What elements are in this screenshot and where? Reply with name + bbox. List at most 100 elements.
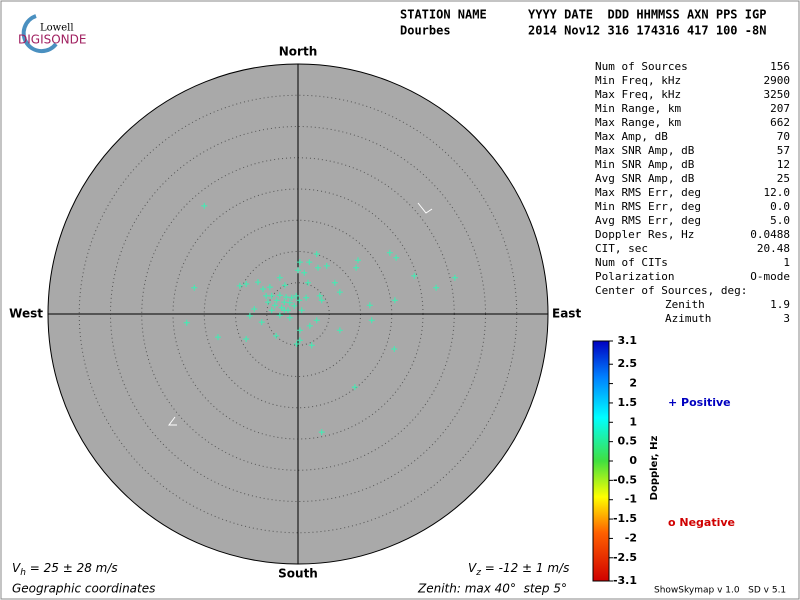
source-point [296,337,303,344]
source-point [191,284,198,291]
source-point [331,279,338,286]
source-point [283,294,290,301]
stat-label: Avg RMS Err, deg [595,214,701,227]
stat-label: Doppler Res, Hz [595,228,694,241]
source-point [265,299,271,306]
source-point [313,317,320,324]
stat-label: Max SNR Amp, dB [595,144,695,157]
source-point [281,282,288,289]
source-point [286,299,293,306]
source-point [268,292,275,299]
stat-value: 1 [783,256,790,269]
logo-top: Lowell [40,23,74,34]
colorbar-tick-label: 1.5 [618,396,638,409]
source-point [411,272,418,279]
source-point [291,302,298,309]
legend-positive: + Positive [668,396,731,409]
stat-value: 662 [770,116,790,129]
source-point [260,286,266,292]
station: Dourbes [400,24,451,38]
stat-label: Max RMS Err, deg [595,186,701,199]
source-point [243,336,250,342]
header-fields: 2014 Nov12 316 174316 417 100 -8N [528,24,766,38]
source-point [288,294,295,301]
source-point [183,319,190,326]
colorbar-tick-label: 3.1 [618,334,638,347]
source-point [336,327,343,334]
version: ShowSkymap v 1.0 SD v 5.1 [654,586,786,596]
stat-value: O-mode [750,270,790,283]
stat-label: Min Freq, kHz [595,74,681,87]
colorbar-tick-label: -2 [625,531,637,544]
center-label: Azimuth [665,312,711,325]
center-label: Zenith [665,298,705,311]
source-point [266,284,273,291]
source-point [296,327,303,334]
source-point [271,302,278,309]
coords: Geographic coordinates [12,582,155,596]
corner-marks [168,202,433,426]
vh: Vh = 25 ± 28 m/s [12,561,118,578]
stat-value: 70 [777,130,790,143]
logo-bottom: DIGISONDE [18,33,86,47]
colorbar-tick-label: 2.5 [618,357,638,370]
source-point [251,306,258,312]
stat-value: 207 [770,102,790,115]
colorbar-tick-label: 0.5 [618,435,638,448]
source-point [386,249,393,256]
vz-rest: = -12 ± 1 m/s [481,561,569,575]
stat-label: Min SNR Amp, dB [595,158,695,171]
source-point [301,269,308,276]
source-point [393,254,400,261]
legend-negative: o Negative [668,516,735,529]
colorbar-tick-label: -2.5 [613,551,637,564]
source-point [306,322,313,329]
source-point [276,312,283,319]
header-label: STATION NAME [400,8,487,22]
source-point [368,317,375,324]
stat-value: 3250 [764,88,791,101]
source-point [305,279,311,286]
center-value: 3 [783,312,790,325]
source-point [353,264,360,271]
source-point [263,292,270,299]
colorbar-tick-label: -3.1 [613,574,637,587]
source-point [281,299,288,306]
source-point [318,297,325,304]
stat-label: Max Range, km [595,116,681,129]
source-point [273,297,280,304]
west: West [9,307,43,321]
colorbar-tick-label: -0.5 [613,473,637,486]
vh-sub: h [20,568,26,578]
source-point [268,307,275,314]
source-point [433,284,440,291]
colorbar-tick-label: 0 [629,454,637,467]
stat-label: Max Freq, kHz [595,88,681,101]
source-point [316,292,323,299]
header-fields-label: YYYY DATE DDD HHMMSS AXN PPS IGP [528,8,766,22]
source-point [215,334,221,341]
source-point [236,282,243,289]
source-point [308,342,315,349]
stat-value: 0.0 [770,200,790,213]
stat-value: 5.0 [770,214,790,227]
vz: Vz = -12 ± 1 m/s [468,561,569,578]
zenith-note: Zenith: max 40° step 5° [417,582,567,596]
source-point [313,251,320,257]
source-point [276,274,283,281]
source-point [281,307,288,314]
source-point [306,259,313,266]
source-point [296,259,303,266]
logo-arc [21,14,58,54]
vz-v: V [468,561,477,575]
stat-value: 12 [777,158,790,171]
source-point [246,312,253,319]
source-point [255,279,261,286]
source-point [366,302,373,309]
source-point [201,202,208,209]
source-point [293,341,300,347]
colorbar-tick-label: 2 [629,377,637,390]
source-point [273,332,280,339]
